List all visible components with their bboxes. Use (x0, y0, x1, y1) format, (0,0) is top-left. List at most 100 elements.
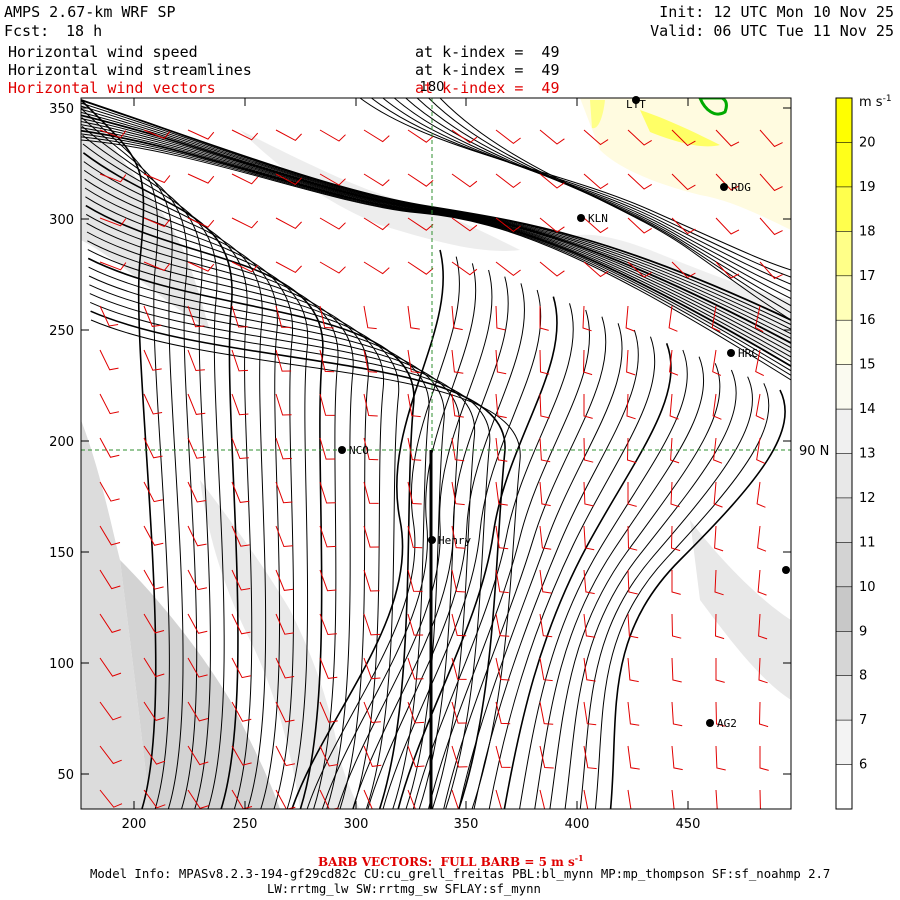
wind-barb (319, 393, 335, 416)
wind-barb (583, 525, 595, 551)
wind-barb (713, 437, 723, 464)
wind-barb (627, 525, 638, 551)
wind-barb (319, 173, 346, 186)
wind-barb (627, 173, 652, 190)
wind-barb (143, 701, 165, 721)
wind-barb (495, 173, 521, 189)
colorbar-label: 8 (859, 669, 867, 684)
streamline (81, 129, 791, 367)
colorbar-label: 17 (859, 269, 876, 284)
wind-barb (627, 613, 639, 639)
wind-barb (407, 349, 421, 374)
colorbar-label: 16 (859, 313, 876, 328)
wind-barb (275, 129, 302, 142)
streamline (443, 316, 607, 809)
wind-barb (231, 745, 252, 766)
wind-barb (407, 613, 424, 636)
wind-barb (671, 570, 681, 595)
streamline (81, 114, 791, 344)
streamline (291, 249, 445, 809)
wind-barb (627, 789, 632, 809)
wind-barb (275, 569, 294, 591)
colorbar-segment (836, 320, 852, 366)
wind-barb (99, 261, 127, 271)
wind-barb (627, 129, 652, 146)
streamline (412, 303, 574, 809)
wind-barb (451, 789, 459, 809)
streamline (306, 256, 460, 809)
wind-barb (451, 129, 478, 144)
wind-barb (759, 789, 761, 809)
model-info: Model Info: MPASv8.2.3-194-gf29cd82c CU:… (90, 867, 831, 881)
wind-barb (627, 482, 637, 507)
streamline (89, 293, 475, 809)
wind-barb (407, 481, 422, 505)
wind-barb (715, 745, 726, 771)
station-nco: NCO (338, 444, 369, 457)
streamline (371, 98, 791, 278)
wind-barb (319, 745, 339, 767)
wind-barb (363, 305, 377, 330)
colorbar (836, 98, 852, 810)
wind-barb (539, 306, 549, 331)
colorbar-label: 10 (859, 580, 876, 595)
x-tick-label: 400 (565, 817, 590, 832)
wind-barb (451, 437, 465, 462)
wind-barb (670, 525, 681, 552)
wind-barb (319, 349, 335, 373)
wind-barb (187, 789, 209, 809)
wind-barb (759, 261, 783, 280)
streamline (88, 266, 430, 809)
wind-barb (495, 789, 503, 809)
wind-barb (363, 657, 381, 680)
wind-barb (495, 481, 508, 506)
streamline (82, 152, 239, 809)
wind-barb (583, 173, 609, 190)
streamline (359, 98, 791, 271)
wind-barb (756, 437, 766, 464)
station-hrc: HRC (727, 347, 758, 360)
wind-barb (275, 481, 293, 504)
station-label: RDG (731, 181, 751, 194)
wind-barb (539, 393, 550, 419)
model-title: AMPS 2.67-km WRF SP (4, 3, 176, 21)
wind-barb (495, 613, 510, 637)
wind-barb (626, 393, 636, 420)
wind-barb (669, 349, 679, 376)
colorbar-segment (836, 453, 852, 499)
wind-barb (539, 613, 553, 638)
wind-barb (583, 745, 597, 770)
wind-barb (451, 613, 467, 637)
wind-barb (187, 393, 206, 415)
wind-barb (275, 217, 302, 230)
wind-barb (755, 393, 765, 420)
streamline (405, 98, 791, 300)
streamline (473, 329, 639, 809)
streamline (428, 309, 591, 809)
wind-barb (231, 173, 259, 185)
wind-barb (759, 173, 783, 192)
wind-barb (671, 261, 696, 279)
wind-barb (671, 613, 682, 639)
wind-barb (143, 437, 163, 459)
station-ag2: AG2 (706, 717, 737, 730)
wind-barb (363, 701, 381, 724)
wind-barb (187, 349, 205, 372)
wind-barb (99, 481, 120, 502)
wind-barb (407, 745, 425, 768)
wind-barb (319, 261, 346, 274)
barb-legend-text: BARB VECTORS: FULL BARB = 5 m s (318, 855, 575, 869)
forecast-label: Fcst: (4, 22, 50, 40)
wind-barb (187, 569, 208, 591)
station-label: NCO (349, 444, 369, 457)
colorbar-segment (836, 764, 852, 810)
wind-barb (231, 613, 251, 635)
wind-barb (539, 437, 551, 463)
wind-barb (715, 173, 740, 191)
wind-barb (714, 613, 725, 640)
wind-barb (319, 481, 336, 504)
wind-barb (187, 745, 209, 766)
y-tick-label: 200 (49, 435, 74, 450)
wind-barb (363, 349, 378, 373)
